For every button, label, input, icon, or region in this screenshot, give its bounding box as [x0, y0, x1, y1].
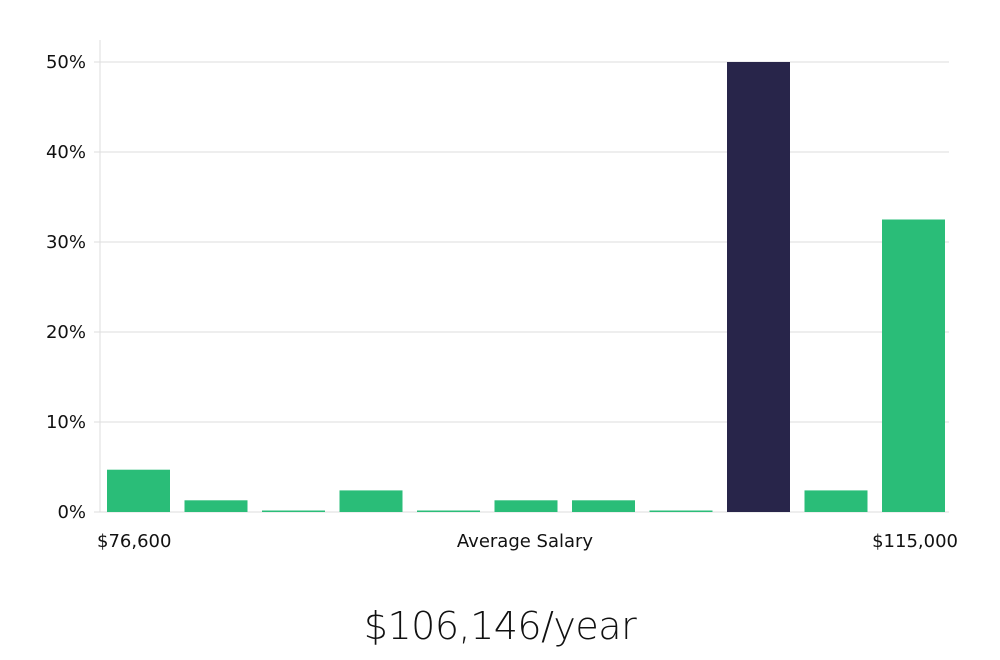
y-tick-label: 50% [46, 52, 86, 73]
x-axis-title: Average Salary [457, 531, 594, 552]
bar [107, 469, 170, 512]
bar [262, 510, 325, 512]
y-tick-label: 40% [46, 142, 86, 163]
bar [882, 219, 945, 512]
grid-lines [94, 61, 949, 513]
bar [572, 500, 635, 512]
bar [417, 510, 480, 512]
bar [649, 510, 713, 512]
highlighted-bar [727, 62, 790, 512]
bar [184, 500, 248, 512]
bar [804, 490, 868, 512]
x-min-label: $76,600 [97, 531, 171, 552]
x-max-label: $115,000 [872, 531, 958, 552]
y-tick-label: 20% [46, 322, 86, 343]
y-tick-label: 30% [46, 232, 86, 253]
y-tick-label: 0% [57, 502, 86, 523]
bar [339, 490, 403, 512]
average-salary-value: $106,146/year [363, 604, 637, 648]
y-axis-ticks: 0% 10% 20% 30% 40% 50% [46, 52, 86, 523]
y-tick-label: 10% [46, 412, 86, 433]
salary-histogram: 0% 10% 20% 30% 40% 50% $76,600 Average Salary… [46, 40, 958, 552]
bar [494, 500, 558, 512]
bars [107, 62, 945, 512]
